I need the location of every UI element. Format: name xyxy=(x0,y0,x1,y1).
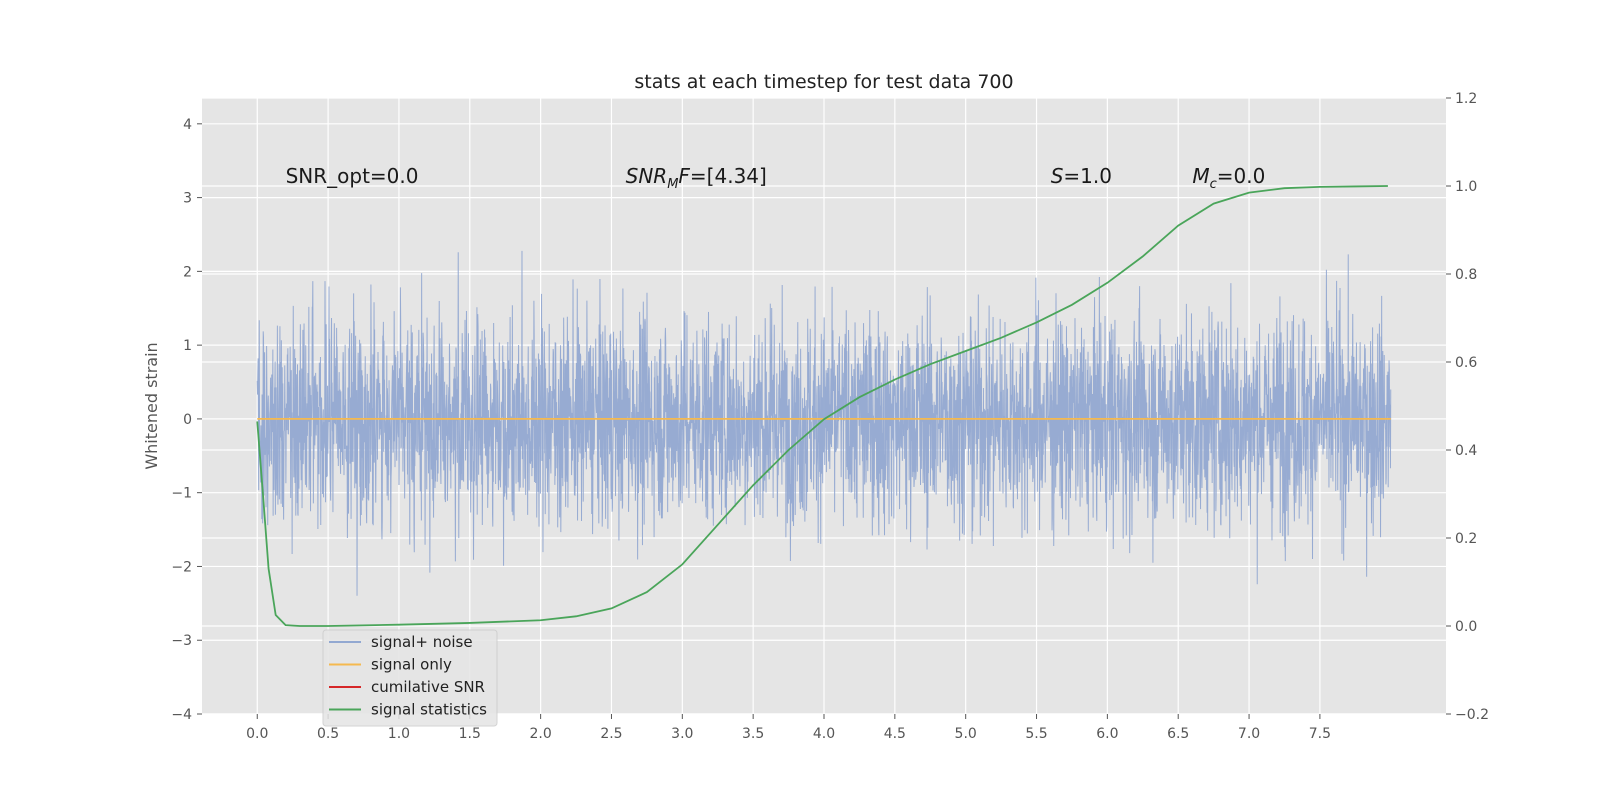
y2-tick-label: 1.0 xyxy=(1455,179,1477,195)
x-tick-label: 6.5 xyxy=(1167,726,1189,742)
x-tick-label: 4.5 xyxy=(884,726,906,742)
legend-entry-label: cumilative SNR xyxy=(371,678,485,696)
y2-tick-label: 0.4 xyxy=(1455,443,1477,459)
signal-noise-line xyxy=(256,250,1392,596)
y2-tick-label: 0.6 xyxy=(1455,355,1477,371)
y-tick-label: 3 xyxy=(183,191,192,207)
y2-tick-label: 0.8 xyxy=(1455,267,1477,283)
series-lines xyxy=(256,185,1391,627)
annotation-snr-mf: SNRMF=[4.34] xyxy=(626,164,767,192)
x-tick-label: 5.5 xyxy=(1025,726,1047,742)
x-tick-label: 7.0 xyxy=(1238,726,1260,742)
series-line-signal-statistics xyxy=(256,185,1388,627)
x-tick-label: 3.0 xyxy=(671,726,693,742)
x-tick-label: 2.0 xyxy=(529,726,551,742)
x-tick-label: 7.5 xyxy=(1309,726,1331,742)
y-tick-label: −4 xyxy=(171,707,192,723)
x-tick-label: 4.0 xyxy=(813,726,835,742)
x-tick-label: 0.5 xyxy=(317,726,339,742)
annotation-s: S=1.0 xyxy=(1051,164,1112,188)
x-tick-label: 3.5 xyxy=(742,726,764,742)
x-tick-label: 5.0 xyxy=(955,726,977,742)
y-tick-label: 4 xyxy=(183,117,192,133)
chart-title: stats at each timestep for test data 700 xyxy=(634,71,1013,93)
annotations: SNR_opt=0.0 SNRMF=[4.34] S=1.0 Mc=0.0 xyxy=(286,164,1266,192)
axes: 0.0 0.5 1.0 1.5 2.0 2.5 3.0 3.5 4.0 4.5 5.0 5.5 6.0 6… xyxy=(171,91,1489,742)
legend-entry-label: signal only xyxy=(371,656,452,674)
x-tick-label: 2.5 xyxy=(600,726,622,742)
y-tick-label: 2 xyxy=(183,264,192,280)
y-tick-label: −1 xyxy=(171,486,192,502)
x-tick-label: 1.0 xyxy=(388,726,410,742)
y-axis-label: Whitened strain xyxy=(142,342,161,469)
annotation-snr-opt: SNR_opt=0.0 xyxy=(286,164,419,188)
series-signal-noise xyxy=(256,250,1392,596)
y2-tick-label: −0.2 xyxy=(1455,707,1489,723)
y2-tick-label: 0.0 xyxy=(1455,619,1477,635)
y-tick-label: 1 xyxy=(183,338,192,354)
y-tick-label: −2 xyxy=(171,559,192,575)
legend-entry-label: signal statistics xyxy=(371,701,487,719)
x-tick-label: 6.0 xyxy=(1096,726,1118,742)
y2-tick-label: 0.2 xyxy=(1455,531,1477,547)
y2-tick-label: 1.2 xyxy=(1455,91,1477,107)
x-tick-label: 0.0 xyxy=(246,726,268,742)
legend: signal+ noise signal only cumilative SNR si… xyxy=(322,629,498,727)
annotation-mc: Mc=0.0 xyxy=(1192,164,1265,192)
legend-entry-label: signal+ noise xyxy=(371,633,473,651)
x-tick-label: 1.5 xyxy=(459,726,481,742)
y-tick-label: −3 xyxy=(171,633,192,649)
y-tick-label: 0 xyxy=(183,412,192,428)
legend-box xyxy=(322,629,498,727)
